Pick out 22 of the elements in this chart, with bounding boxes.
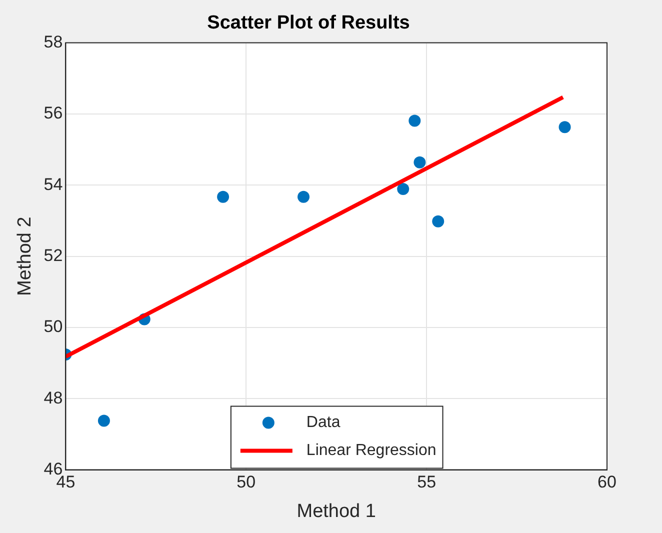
x-tick-label: 55 [417, 472, 436, 492]
point [217, 190, 230, 203]
legend-label: Data [306, 414, 340, 432]
point [432, 215, 444, 228]
legend-label: Linear Regression [306, 442, 436, 460]
y-axis-title: Method 2 [14, 216, 36, 296]
chart-title: Scatter Plot of Results [207, 12, 410, 34]
point [408, 114, 421, 127]
y-tick-label: 50 [44, 317, 63, 336]
point [414, 156, 426, 168]
x-tick-label: 50 [236, 472, 256, 492]
y-tick-label: 56 [44, 104, 63, 123]
y-tick-label: 52 [44, 246, 63, 265]
point [558, 121, 571, 134]
y-tick-label: 54 [44, 174, 63, 194]
y-tick-label: 48 [44, 388, 63, 408]
y-tick-label: 58 [44, 32, 63, 52]
point [98, 414, 110, 427]
point [298, 190, 310, 203]
point [397, 183, 410, 196]
x-axis-title: Method 1 [296, 500, 376, 522]
x-tick-label: 60 [598, 472, 616, 492]
